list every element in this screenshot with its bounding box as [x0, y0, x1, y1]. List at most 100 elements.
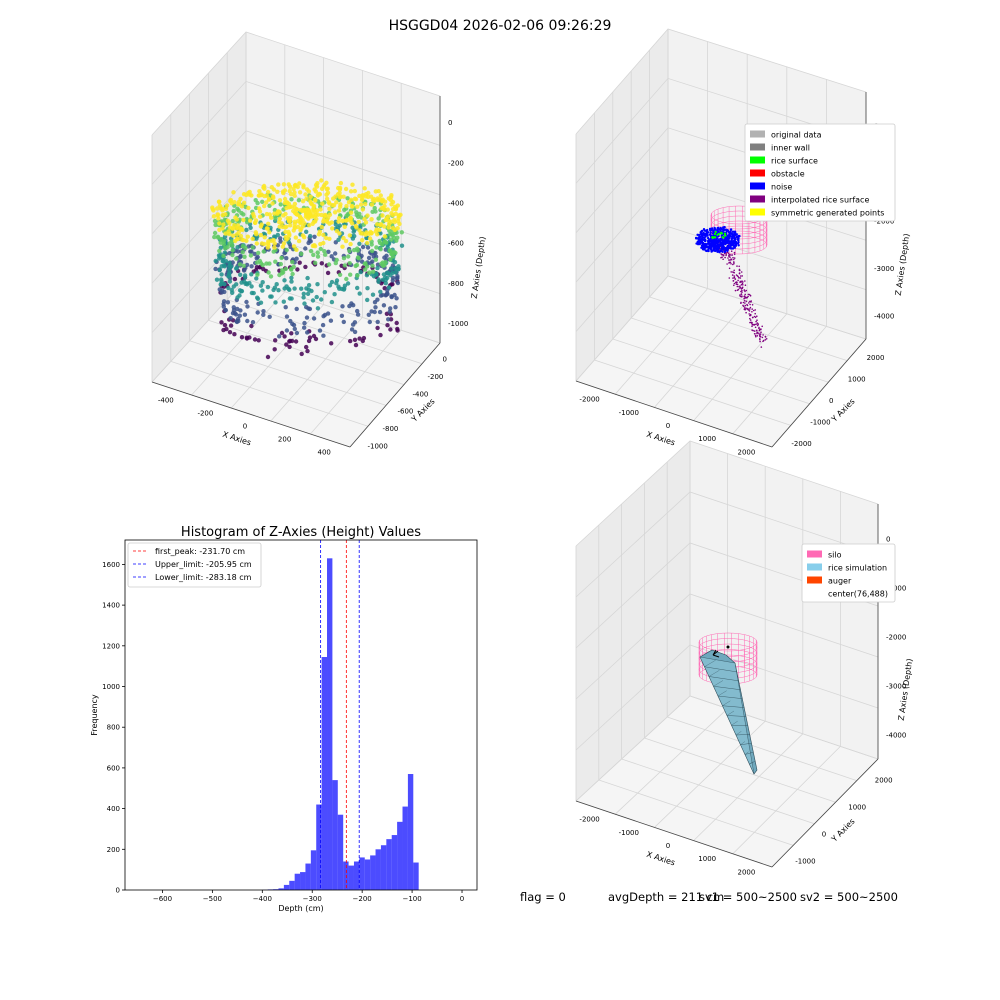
scatter-point	[284, 247, 289, 253]
scatter-point	[369, 202, 375, 207]
y-tick-label: 200	[107, 846, 120, 854]
gridline	[230, 304, 324, 409]
scatter-point	[299, 251, 304, 256]
scatter-point	[312, 187, 317, 192]
scatter-point	[382, 234, 387, 239]
x-tick-label: 1000	[698, 855, 716, 863]
scatter-point	[344, 203, 349, 209]
interpolated-point	[747, 307, 749, 310]
interpolated-point	[725, 253, 727, 255]
scatter-point	[291, 186, 296, 192]
noise-point	[706, 234, 709, 237]
scatter-point	[274, 282, 279, 287]
scatter-point	[226, 285, 231, 291]
legend-swatch	[807, 563, 822, 571]
legend-swatch	[750, 143, 765, 151]
scatter-point	[352, 188, 357, 194]
scatter-point	[267, 314, 272, 319]
scatter-point	[399, 243, 405, 248]
scatter-point	[390, 207, 396, 212]
scatter-point	[254, 276, 259, 281]
scatter-point	[356, 256, 361, 261]
scatter-point	[381, 303, 387, 308]
scatter-point	[301, 295, 306, 300]
x-tick-label: 2000	[737, 868, 755, 876]
x-tick-label: −600	[153, 895, 172, 903]
scatter-point	[300, 199, 306, 204]
scatter-point	[275, 189, 280, 194]
scatter-point	[304, 344, 309, 350]
scatter-point	[222, 282, 227, 287]
interpolated-point	[728, 277, 731, 279]
scatter-point	[323, 252, 328, 257]
scatter-point	[394, 320, 399, 326]
scatter-point	[366, 312, 371, 317]
scatter-point	[380, 213, 385, 218]
scatter-point	[249, 323, 254, 329]
scatter-point	[365, 297, 370, 303]
scatter-point	[388, 257, 393, 262]
noise-point	[736, 238, 739, 241]
scatter-point	[313, 182, 319, 188]
gridline	[598, 779, 794, 846]
scatter-point	[326, 262, 332, 267]
scatter-point	[287, 204, 293, 210]
scatter-point	[337, 286, 342, 291]
scatter-point	[269, 294, 274, 299]
mesh-line	[713, 680, 724, 687]
scatter-point	[281, 182, 287, 187]
scatter-point	[311, 252, 316, 258]
scatter-point	[322, 212, 328, 218]
interpolated-point	[735, 274, 738, 276]
scatter-point	[360, 238, 365, 243]
scatter-point	[325, 270, 331, 276]
noise-point	[736, 235, 739, 238]
scatter-point	[345, 196, 350, 201]
chart-title: Histogram of Z-Axies (Height) Values	[181, 525, 421, 540]
scatter-point	[292, 224, 297, 230]
scatter-point	[316, 191, 322, 197]
histogram-bar	[397, 821, 403, 890]
scatter-point	[283, 229, 288, 235]
noise-point	[722, 226, 725, 229]
gridline	[189, 340, 387, 406]
status-sv1: sv1 = 500~2500	[699, 890, 797, 904]
scatter-point	[370, 263, 375, 268]
rice-simulation-surface	[699, 649, 758, 775]
scatter-point	[219, 272, 224, 277]
interpolated-point	[759, 338, 761, 340]
scatter-point	[235, 236, 241, 242]
histogram-bar	[321, 657, 328, 890]
scatter-point	[255, 254, 260, 260]
scatter-point	[385, 323, 390, 328]
scatter-point	[312, 214, 317, 219]
interpolated-point	[746, 296, 748, 299]
scatter-point	[292, 326, 297, 332]
scatter-point	[311, 219, 317, 224]
scatter-point	[252, 251, 257, 257]
scatter-point	[214, 277, 220, 282]
noise-point	[719, 249, 722, 253]
mesh-line	[717, 690, 727, 697]
scatter-point	[357, 291, 362, 296]
interpolated-point	[731, 274, 734, 276]
scatter-point	[387, 309, 392, 314]
scatter-point	[325, 186, 330, 191]
noise-point	[733, 239, 736, 242]
interpolated-point	[753, 333, 756, 335]
scatter-point	[334, 278, 340, 283]
interpolated-point	[734, 289, 737, 292]
scatter-point	[378, 332, 383, 338]
interpolated-point	[726, 263, 728, 265]
y-axis-label: Frequency	[90, 694, 99, 736]
scatter-point	[277, 334, 282, 339]
y-tick-label: -600	[398, 408, 414, 416]
interpolated-point	[754, 309, 756, 311]
interpolated-point	[721, 253, 724, 256]
interpolated-point	[752, 316, 754, 319]
scatter-point	[361, 335, 367, 341]
scatter-point	[283, 305, 288, 310]
interpolated-point	[745, 308, 747, 310]
scatter-point	[373, 209, 378, 214]
scatter-point	[355, 308, 360, 314]
